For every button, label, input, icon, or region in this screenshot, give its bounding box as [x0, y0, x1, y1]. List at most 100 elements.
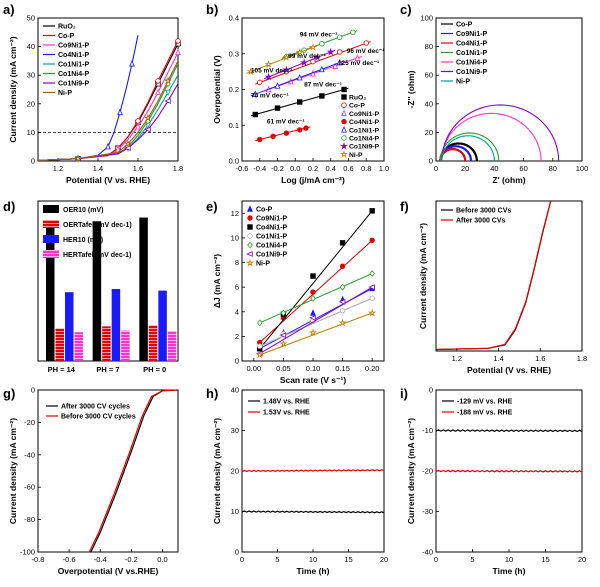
- legend-label: 1.53V vs. RHE: [263, 410, 310, 417]
- legend-label: Co1Ni1-P: [349, 127, 380, 134]
- x-tick-label: -0.4: [94, 555, 107, 564]
- data-point: [326, 47, 335, 56]
- data-point: [144, 126, 151, 133]
- legend-label: Co-P: [58, 33, 75, 40]
- data-point: [369, 237, 375, 244]
- data-point: [279, 332, 287, 339]
- slope-annotation: 125 mV dec⁻¹: [338, 60, 379, 67]
- y-tick-label: -40: [24, 450, 35, 459]
- x-tick-label: 5: [470, 555, 474, 564]
- legend-swatch: [43, 205, 59, 213]
- fit-line-Co1Ni1-P: [250, 60, 345, 97]
- data-point: [246, 67, 255, 76]
- x-tick-label: 15: [344, 555, 352, 564]
- y-tick-label: 4: [235, 307, 239, 316]
- panel-label: c): [400, 2, 412, 17]
- fit-line-Ni-P: [259, 312, 373, 356]
- bar-OER10: [139, 217, 148, 361]
- legend-label: Ni-P: [349, 152, 363, 159]
- legend-label: Co9Ni1-P: [456, 31, 487, 38]
- legend-marker: [247, 241, 253, 249]
- series-line-Before 3000 CV cycles: [88, 389, 179, 553]
- data-point: [270, 133, 276, 140]
- y-tick-label: 10: [231, 507, 239, 516]
- chart-h: 0 5 10 15 20 0 10 20 30 40 Time (h) Current density…: [212, 386, 388, 577]
- data-point: [155, 88, 161, 96]
- y-tick-label: 0: [429, 386, 433, 395]
- data-point: [300, 58, 309, 67]
- data-point: [274, 82, 281, 89]
- legend-marker: [341, 94, 347, 100]
- x-tick-label: -0.8: [32, 555, 45, 564]
- legend-marker: [246, 251, 253, 257]
- legend-marker: [245, 258, 255, 267]
- chart-c: 0 20 40 60 80 100 0 20 40 60 80 100 Z' (ohm) -Z'' (oh…: [406, 14, 588, 186]
- x-tick-label: 0.0: [157, 555, 167, 564]
- y-tick-label: -20: [24, 418, 35, 427]
- data-point: [369, 208, 375, 214]
- legend-label: After 3000 CV cycles: [61, 404, 130, 411]
- data-point: [257, 136, 263, 143]
- data-point: [274, 105, 281, 111]
- legend-label: -188 mV vs. RHE: [457, 410, 513, 417]
- x-tick-label: 20: [380, 555, 388, 564]
- chart-f: 1.2 1.4 1.6 1.8 Potential (V vs. RHE) Current…: [418, 200, 587, 375]
- x-tick-label: 1.4: [493, 354, 503, 363]
- legend-label: -129 mV vs. RHE: [457, 399, 513, 406]
- legend-swatch: [43, 250, 59, 258]
- slope-annotation: 87 mV dec⁻¹: [304, 82, 342, 89]
- x-tick-label: 80: [549, 164, 557, 173]
- x-tick-label: -0.6: [236, 164, 249, 173]
- data-point: [319, 41, 325, 47]
- y-tick-label: 0.3: [229, 49, 239, 58]
- legend-label: Before 3000 CVs: [456, 208, 511, 215]
- data-point: [283, 130, 290, 136]
- bar-HERTafel: [74, 332, 83, 361]
- legend-marker: [247, 233, 253, 239]
- series-line--129 mV vs. RHE: [435, 429, 583, 433]
- x-tick-label: 1.4: [93, 164, 103, 173]
- data-point: [105, 142, 111, 150]
- x-tick-label: -0.2: [125, 555, 138, 564]
- x-tick-label: PH = 14: [48, 365, 76, 374]
- x-tick-label: 0.0: [290, 164, 300, 173]
- fit-line-Ni-P: [246, 45, 318, 74]
- x-tick-label: -0.6: [63, 555, 76, 564]
- data-point: [164, 98, 171, 104]
- data-point: [73, 154, 83, 163]
- legend-marker: [341, 126, 347, 133]
- legend-label: Co1Ni1-P: [256, 234, 287, 241]
- data-point: [368, 308, 377, 317]
- legend-label: Co-P: [256, 207, 273, 214]
- panel-label: d): [3, 199, 15, 214]
- y-tick-label: 0: [31, 157, 35, 166]
- legend-label: HERTafel (mV dec-1): [63, 252, 131, 259]
- x-tick-label: 1.8: [173, 164, 183, 173]
- x-tick-label: 1.6: [133, 164, 143, 173]
- data-point: [368, 284, 375, 291]
- x-axis-label: Scan rate (V s⁻¹): [280, 375, 347, 385]
- legend-label: Co4Ni1-P: [456, 41, 487, 48]
- chart-d: PH = 14 PH = 7 PH = 0 OER10 (mV) OERTafel (m…: [37, 200, 179, 374]
- legend-label: Co9Ni1-P: [349, 111, 380, 118]
- x-tick-label: PH = 7: [96, 365, 119, 374]
- x-tick-label: 0.2: [308, 164, 318, 173]
- legend-label: After 3000 CVs: [456, 218, 506, 225]
- x-tick-label: 15: [541, 555, 549, 564]
- legend-label: Ni-P: [58, 90, 72, 97]
- y-axis-label: Current density (mA cm⁻²): [418, 223, 428, 329]
- y-axis-label: Overpotential (V): [212, 55, 222, 124]
- y-tick-label: 10: [27, 128, 35, 137]
- slope-annotation: 70 mV dec⁻¹: [251, 92, 289, 99]
- chart-e: 0.00 0.05 0.10 0.15 0.20 0 2 4 6 8 10 12 Scan rate (…: [212, 200, 385, 385]
- panel-label: e): [206, 199, 218, 214]
- data-point: [332, 62, 339, 69]
- data-point: [303, 125, 309, 131]
- panel-label: a): [3, 2, 15, 17]
- data-point: [257, 79, 263, 86]
- legend-label: OERTafel (mV dec-1): [63, 222, 132, 229]
- data-point: [369, 295, 375, 301]
- bar-HER10: [65, 292, 74, 361]
- legend-marker: [341, 135, 347, 141]
- data-point: [282, 53, 291, 61]
